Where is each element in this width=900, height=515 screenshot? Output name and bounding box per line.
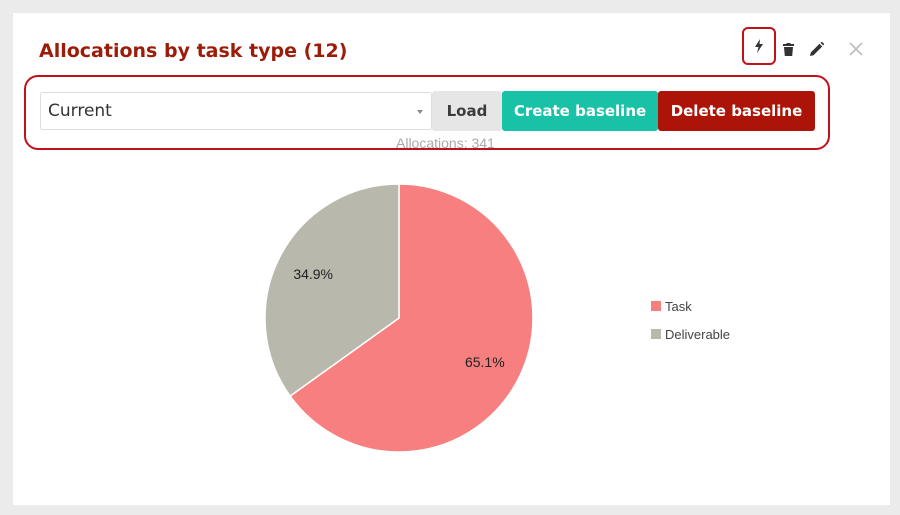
legend-swatch (651, 329, 661, 339)
pencil-icon[interactable] (808, 39, 826, 59)
pie-slice-task[interactable] (289, 183, 534, 453)
create-baseline-button[interactable]: Create baseline (502, 91, 658, 131)
legend-item-task[interactable]: Task (651, 292, 730, 320)
widget-title: Allocations by task type (12) (39, 40, 348, 62)
highlight-box-icon (742, 27, 776, 65)
chevron-down-icon (417, 110, 423, 114)
lightning-icon[interactable] (750, 35, 768, 57)
highlight-box-toolbar (24, 75, 830, 150)
delete-baseline-button[interactable]: Delete baseline (658, 91, 815, 131)
legend-label: Deliverable (665, 326, 731, 342)
widget-card: Allocations by task type (12) Current Lo… (13, 13, 890, 505)
load-button[interactable]: Load (432, 91, 502, 131)
legend-swatch (651, 301, 661, 311)
baseline-select[interactable]: Current (40, 92, 432, 130)
trash-icon[interactable] (780, 39, 796, 59)
legend-item-deliverable[interactable]: Deliverable (651, 320, 730, 348)
pie-label-task: 65.1% (465, 354, 505, 370)
pie-slice-deliverable[interactable] (264, 183, 400, 398)
baseline-select-value: Current (48, 101, 112, 121)
close-icon[interactable] (847, 39, 865, 59)
legend-label: Task (665, 298, 692, 314)
allocations-count: Allocations: 341 (396, 135, 495, 151)
chart-legend: Task Deliverable (651, 292, 730, 348)
pie-chart: 65.1% 34.9% (264, 183, 534, 453)
pie-label-deliverable: 34.9% (293, 266, 333, 282)
